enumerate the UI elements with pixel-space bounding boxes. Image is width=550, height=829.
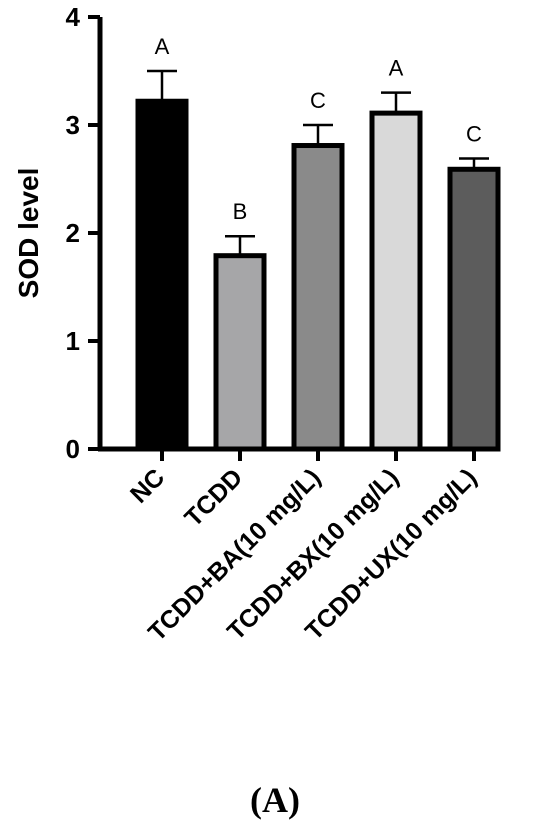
panel-label: (A) <box>250 780 300 820</box>
y-tick-label: 1 <box>66 326 80 356</box>
y-ticks: 0 1 2 3 4 <box>66 2 100 464</box>
panel-label-close: ) <box>288 780 300 820</box>
bar <box>291 143 345 452</box>
y-tick-label: 3 <box>66 110 80 140</box>
significance-letter: A <box>389 56 404 81</box>
bar <box>135 98 189 452</box>
x-tick-label: TCDD <box>179 463 248 532</box>
y-axis-label: SOD level <box>13 168 44 299</box>
panel-label-letter: A <box>262 780 288 820</box>
significance-letter: B <box>233 199 248 224</box>
y-tick-label: 4 <box>66 2 81 32</box>
x-tick-label: NC <box>125 463 170 508</box>
y-tick-label: 0 <box>66 434 80 464</box>
y-tick-label: 2 <box>66 218 80 248</box>
bar <box>447 166 501 452</box>
significance-letter: C <box>310 88 326 113</box>
significance-letter: C <box>466 121 482 146</box>
bar <box>213 253 267 452</box>
bar <box>369 110 423 452</box>
significance-letter: A <box>155 34 170 59</box>
panel-label-open: ( <box>250 780 262 820</box>
bars: A B C A C <box>135 34 501 452</box>
